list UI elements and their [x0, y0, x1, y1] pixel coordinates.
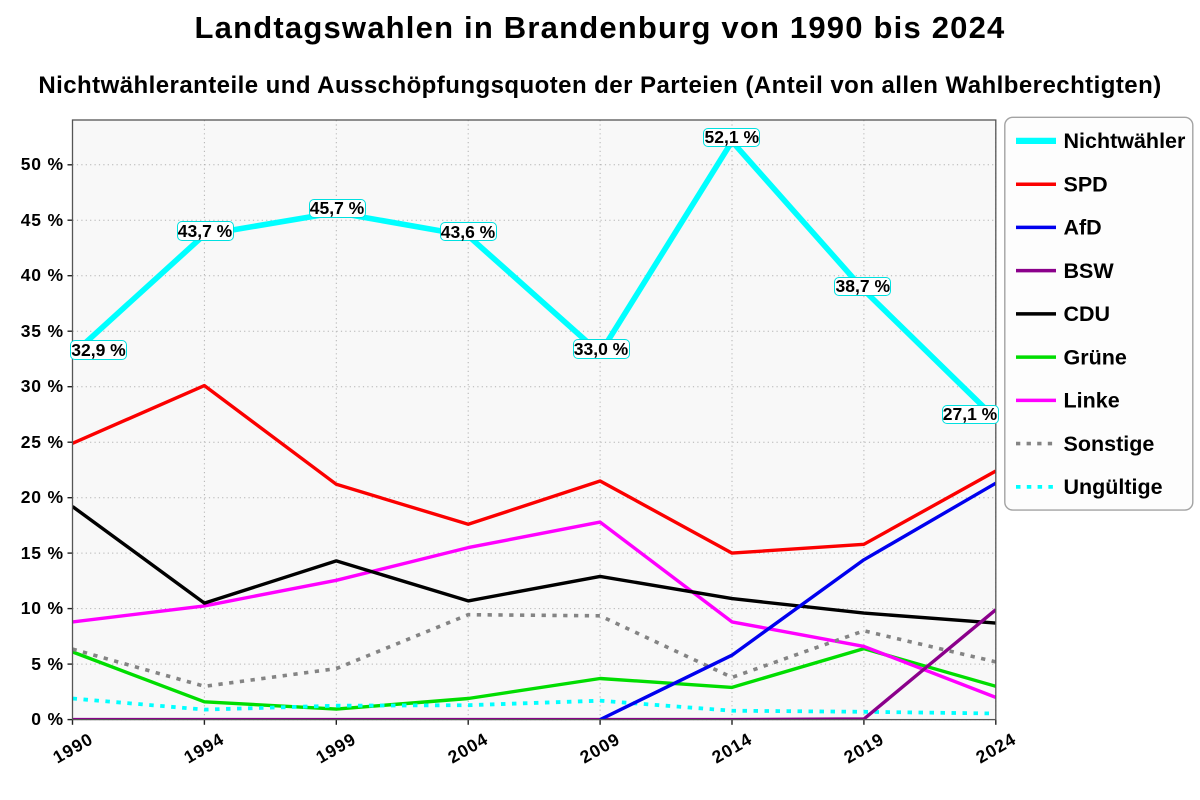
svg-text:BSW: BSW: [1064, 259, 1115, 283]
svg-text:Sonstige: Sonstige: [1064, 432, 1155, 456]
svg-text:AfD: AfD: [1064, 216, 1102, 240]
svg-text:Grüne: Grüne: [1064, 345, 1127, 369]
svg-text:Ungültige: Ungültige: [1064, 475, 1163, 499]
svg-text:Nichtwähler: Nichtwähler: [1064, 129, 1186, 153]
svg-text:CDU: CDU: [1064, 302, 1111, 326]
svg-text:SPD: SPD: [1064, 173, 1108, 197]
svg-text:Linke: Linke: [1064, 389, 1120, 413]
